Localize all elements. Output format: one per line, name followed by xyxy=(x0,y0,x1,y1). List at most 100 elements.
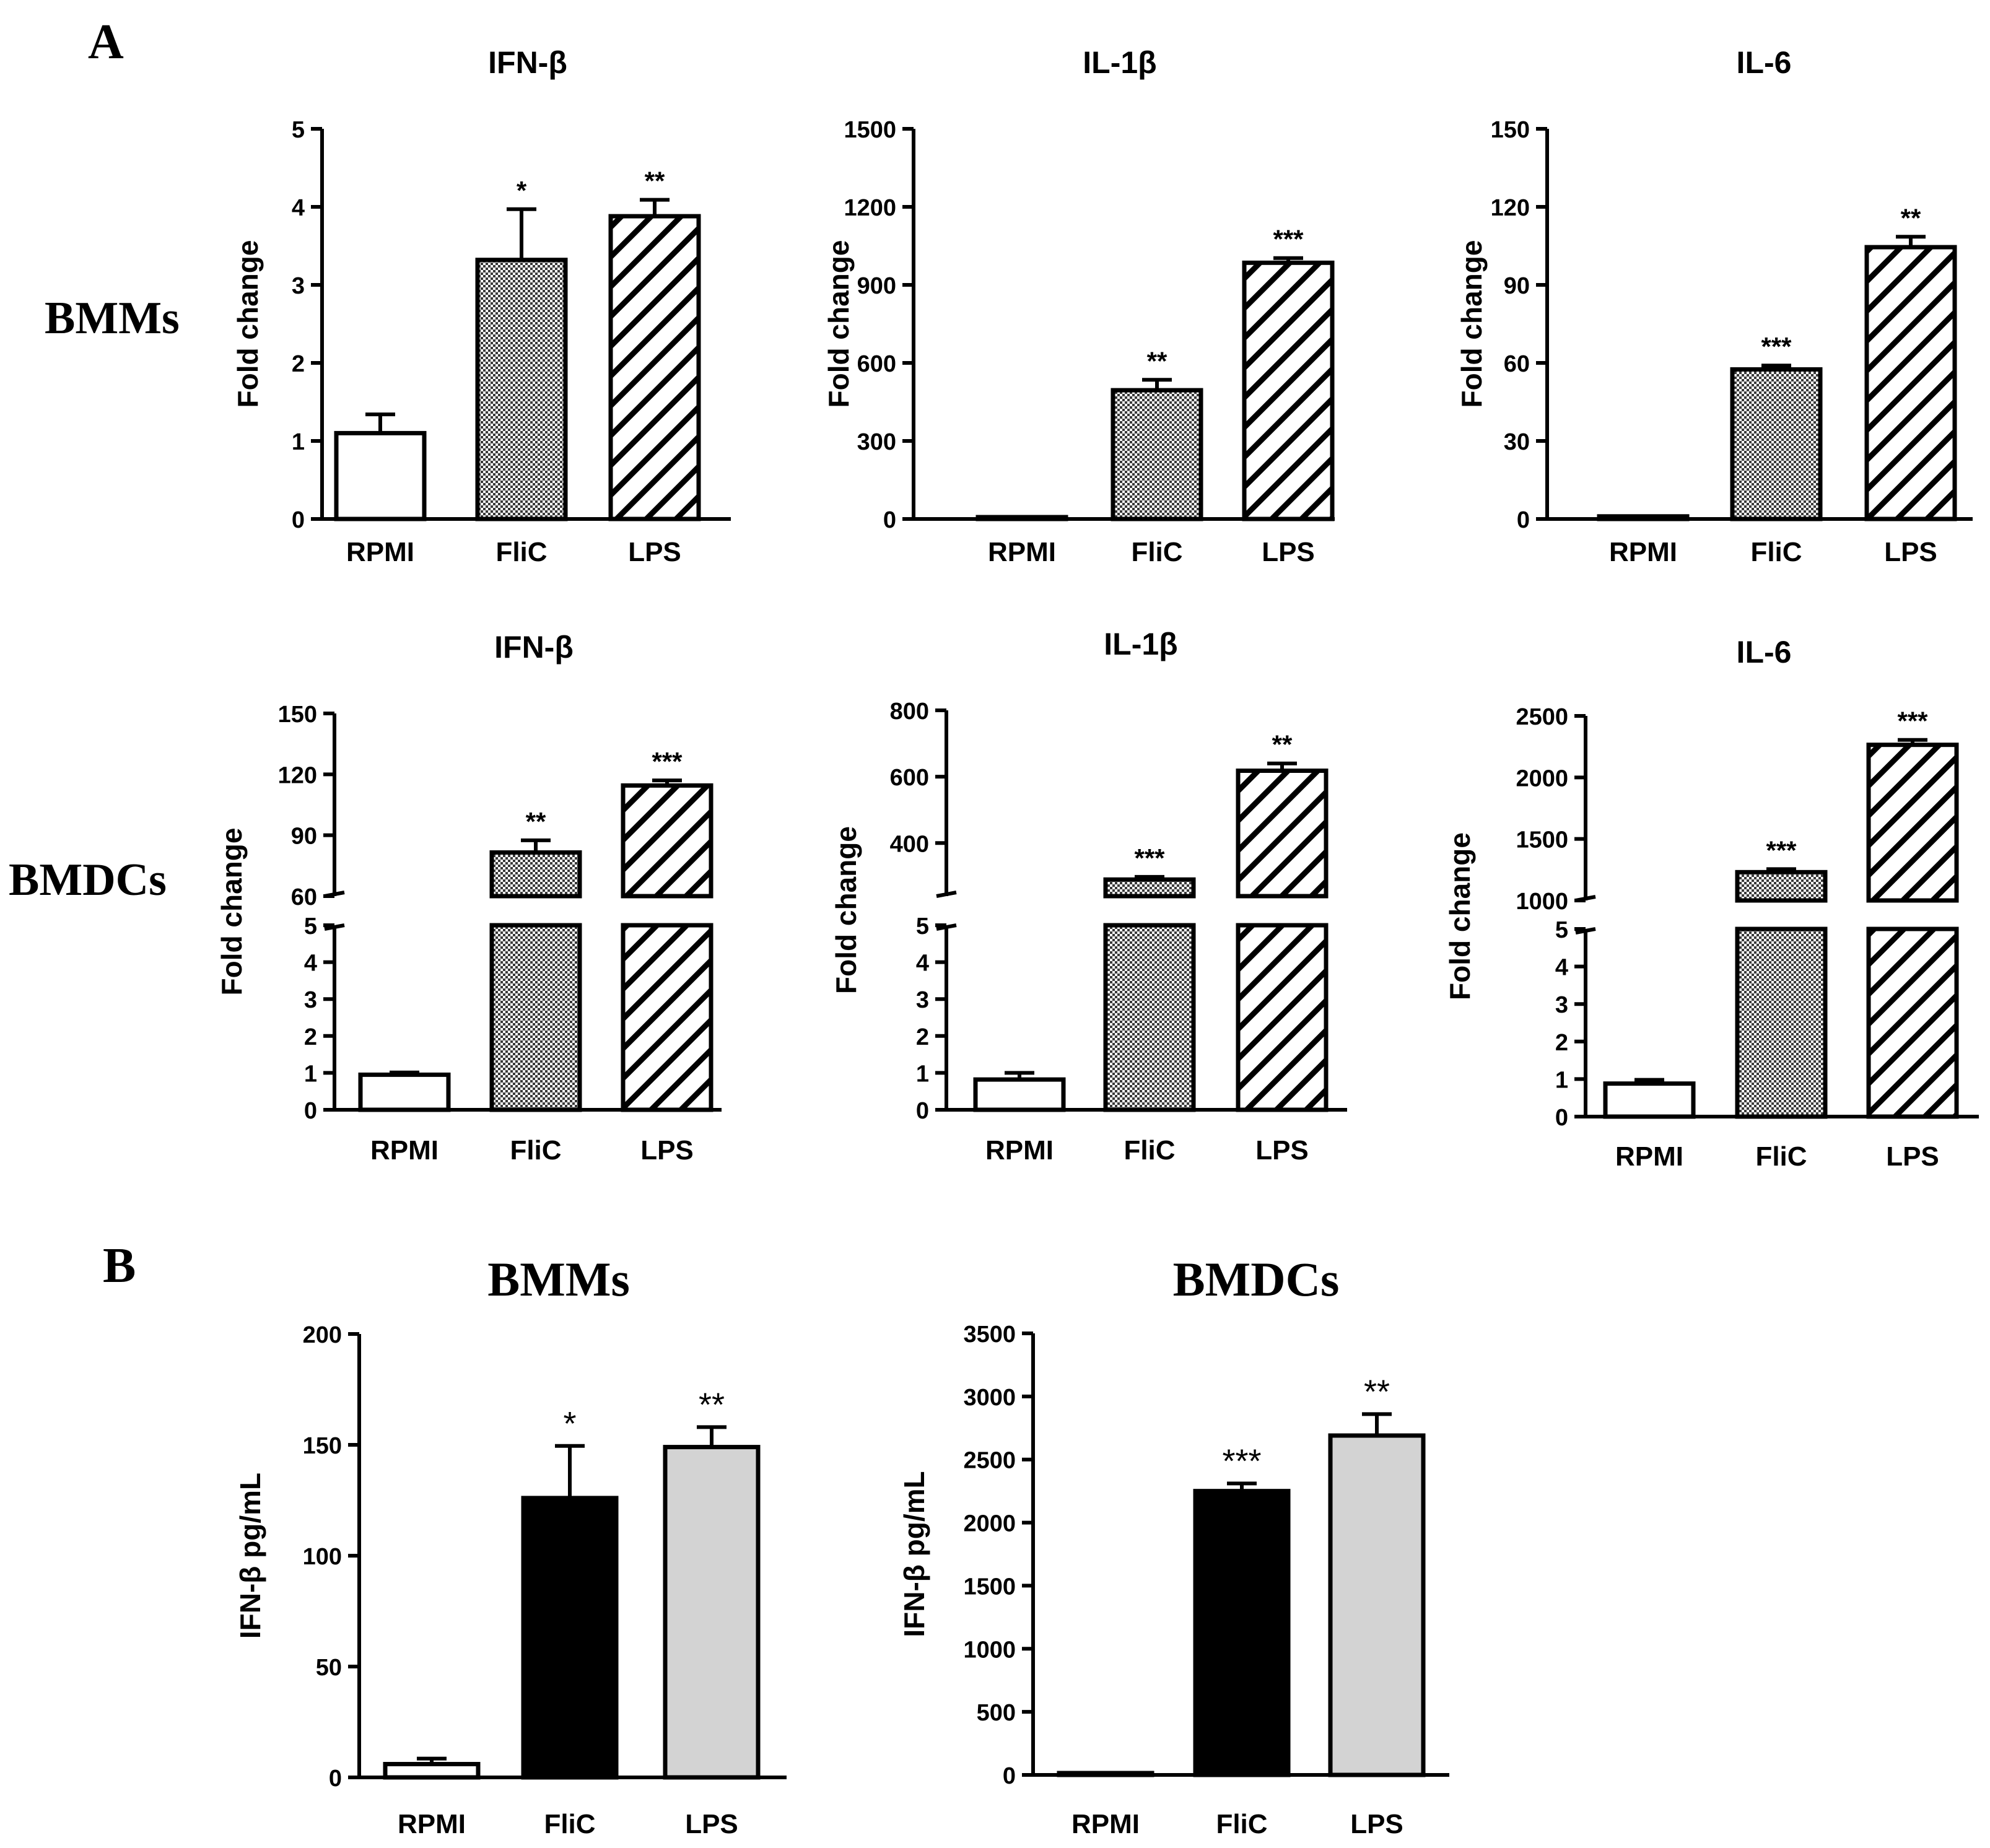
chart5-ytick-label: 1 xyxy=(916,1061,929,1087)
chart6-significance-lps: *** xyxy=(1897,707,1928,736)
chart6-ytick-label: 2 xyxy=(1555,1030,1568,1056)
chart8-ytick-label: 500 xyxy=(977,1700,1016,1726)
chart5-bar-flic-low xyxy=(1103,923,1196,1112)
chart3-ylabel: Fold change xyxy=(1455,240,1488,408)
chart7-ytick-label: 50 xyxy=(316,1655,342,1681)
chart7-bar-flic xyxy=(521,1496,619,1780)
chart4-ytick-label: 150 xyxy=(278,702,317,728)
chart4-ytick-label: 90 xyxy=(291,824,317,850)
chart7-category-label: RPMI xyxy=(398,1809,466,1839)
chart6-bar-flic xyxy=(1735,870,1828,903)
chart1-bar-rpmi xyxy=(334,430,427,521)
chart8-ytick-label: 2500 xyxy=(963,1448,1016,1474)
chart4-bar-flic xyxy=(489,850,582,899)
chart2-ytick-label: 600 xyxy=(857,351,896,377)
chart4-ytick-label: 2 xyxy=(304,1024,317,1050)
chart4-ylabel: Fold change xyxy=(216,828,248,996)
chart1-category-label: RPMI xyxy=(346,537,414,567)
row-label-bmms: BMMs xyxy=(45,293,180,344)
chart2-category-label: LPS xyxy=(1262,537,1315,567)
chart3-bar-flic xyxy=(1730,367,1823,521)
chart7-category-label: FliC xyxy=(544,1809,595,1839)
chart8-ylabel: IFN-β pg/mL xyxy=(898,1471,930,1637)
chart7-ytick-label: 100 xyxy=(303,1544,342,1570)
chart2-category-label: FliC xyxy=(1131,537,1182,567)
chart3-title: IL-6 xyxy=(1737,45,1792,80)
chart5-ytick-label: 600 xyxy=(890,765,929,791)
chart8-category-label: RPMI xyxy=(1071,1809,1140,1839)
chart4-ytick-label: 60 xyxy=(291,884,317,910)
chart5-category-label: FliC xyxy=(1124,1135,1175,1166)
chart4-significance-flic: ** xyxy=(526,807,546,836)
chart2-significance-lps: *** xyxy=(1273,225,1304,254)
chart7-category-label: LPS xyxy=(685,1809,738,1839)
chart8-category-label: LPS xyxy=(1350,1809,1403,1839)
chart1-significance-flic: * xyxy=(517,176,527,205)
chart7-ytick-label: 200 xyxy=(303,1322,342,1348)
chart5-bar-lps-low xyxy=(1236,923,1329,1112)
chart7-bar-rpmi xyxy=(383,1762,481,1780)
chart8-ytick-label: 3500 xyxy=(963,1322,1016,1348)
chart2-ytick-label: 300 xyxy=(857,429,896,455)
chart4-ytick-label: 0 xyxy=(304,1098,317,1124)
chart8-category-label: FliC xyxy=(1216,1809,1267,1839)
chart5-ylabel: Fold change xyxy=(830,826,862,994)
chart1-ytick-label: 5 xyxy=(292,117,305,143)
chart6-ytick-label: 0 xyxy=(1555,1105,1568,1131)
chart6-ytick-label: 2500 xyxy=(1516,704,1568,730)
chart2-ytick-label: 1200 xyxy=(844,195,896,221)
chart4-category-label: LPS xyxy=(640,1135,694,1166)
chart8-significance-lps: ** xyxy=(1364,1373,1390,1410)
chart8-ytick-label: 3000 xyxy=(963,1385,1016,1411)
chart6-category-label: FliC xyxy=(1755,1141,1807,1172)
chart4-bar-flic-low xyxy=(489,923,582,1112)
chart6-category-label: RPMI xyxy=(1615,1141,1683,1172)
chart5-ytick-label: 3 xyxy=(916,987,929,1013)
chart1-title: IFN-β xyxy=(488,45,567,80)
chart3-ytick-label: 30 xyxy=(1504,429,1530,455)
chart6-ytick-label: 1 xyxy=(1555,1067,1568,1093)
chart8-significance-flic: *** xyxy=(1222,1442,1261,1480)
chart3-category-label: RPMI xyxy=(1609,537,1677,567)
chart3-bar-lps xyxy=(1864,245,1957,521)
chart3-significance-lps: ** xyxy=(1901,203,1921,232)
chart6-bar-rpmi xyxy=(1603,1081,1696,1119)
chart2-category-label: RPMI xyxy=(988,537,1056,567)
chart3-category-label: FliC xyxy=(1750,537,1802,567)
chart4-ytick-label: 120 xyxy=(278,762,317,788)
chart4-ytick-label: 5 xyxy=(304,913,317,939)
chart4-ytick-label: 1 xyxy=(304,1061,317,1087)
chart1-ylabel: Fold change xyxy=(232,240,264,408)
chart6-ytick-label: 1000 xyxy=(1516,889,1568,915)
chart1-ytick-label: 2 xyxy=(292,351,305,377)
chart2-ytick-label: 0 xyxy=(883,507,896,533)
chart2-bar-lps xyxy=(1242,260,1335,521)
chart2-significance-flic: ** xyxy=(1147,346,1167,375)
chart4-bar-lps-low xyxy=(621,923,714,1112)
chart6-ytick-label: 3 xyxy=(1555,992,1568,1018)
chart7-title: BMMs xyxy=(487,1252,630,1306)
chart6-ytick-label: 1500 xyxy=(1516,827,1568,853)
chart7-significance-lps: ** xyxy=(699,1386,725,1423)
chart5-ytick-label: 0 xyxy=(916,1098,929,1124)
chart2-title: IL-1β xyxy=(1083,45,1156,80)
row-label-bmdcs: BMDCs xyxy=(9,855,167,905)
chart1-category-label: LPS xyxy=(628,537,681,567)
panel-label-b: B xyxy=(103,1239,136,1293)
chart5-ytick-label: 5 xyxy=(916,913,929,939)
chart2-ylabel: Fold change xyxy=(823,240,855,408)
chart1-ytick-label: 1 xyxy=(292,429,305,455)
chart6-ytick-label: 5 xyxy=(1555,917,1568,943)
chart8-bar-flic xyxy=(1193,1489,1291,1777)
chart5-axis-break xyxy=(936,891,957,898)
chart8-ytick-label: 2000 xyxy=(963,1511,1016,1537)
chart3-significance-flic: *** xyxy=(1761,332,1792,361)
chart4-bar-lps xyxy=(621,783,714,899)
chart4-category-label: RPMI xyxy=(370,1135,439,1166)
chart8-bar-lps xyxy=(1328,1433,1426,1777)
chart3-ytick-label: 90 xyxy=(1504,273,1530,299)
chart3-ytick-label: 120 xyxy=(1491,195,1530,221)
chart8-ytick-label: 0 xyxy=(1003,1763,1016,1789)
chart6-bar-lps-low xyxy=(1866,926,1959,1119)
